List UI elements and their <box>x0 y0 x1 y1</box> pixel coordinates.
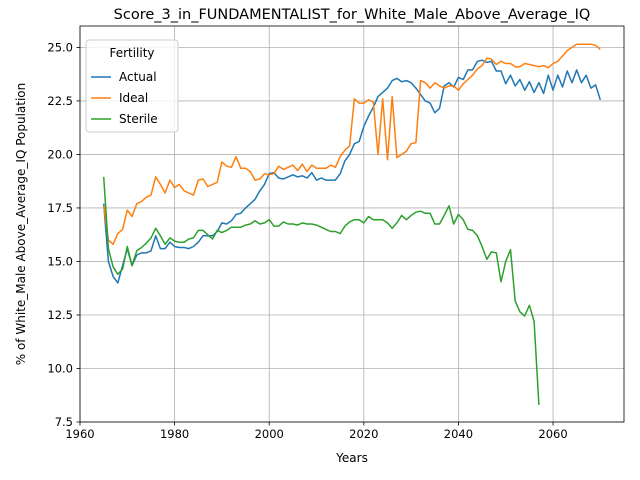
legend-label-actual: Actual <box>119 70 157 84</box>
legend-label-sterile: Sterile <box>119 112 158 126</box>
legend-box <box>85 39 179 133</box>
y-tick-label: 22.5 <box>47 94 73 108</box>
y-tick-label: 20.0 <box>47 147 73 161</box>
series-line-sterile <box>102 176 540 405</box>
x-tick-label: 2000 <box>255 427 284 441</box>
series-line-actual <box>102 59 602 284</box>
legend: Fertility Actual Ideal Sterile <box>85 39 179 133</box>
gridlines <box>79 26 624 423</box>
x-tick-label: 2020 <box>349 427 378 441</box>
y-tick-label: 12.5 <box>47 308 73 322</box>
x-tick-label: 2060 <box>538 427 567 441</box>
plot-frame <box>79 25 625 423</box>
y-axis-ticks: 7.5 10.0 12.5 15.0 17.5 20.0 22.5 25.0 <box>47 40 80 429</box>
y-axis-label: % of White_Male Above_Average_IQ Populat… <box>14 83 28 366</box>
x-tick-label: 1980 <box>160 427 189 441</box>
x-tick-label: 2040 <box>444 427 473 441</box>
y-tick-label: 15.0 <box>47 254 73 268</box>
y-tick-label: 17.5 <box>47 201 73 215</box>
y-tick-label: 7.5 <box>55 415 73 429</box>
legend-title: Fertility <box>109 46 154 60</box>
chart-title: Score_3_in_FUNDAMENTALIST_for_White_Male… <box>114 7 591 23</box>
x-axis-label: Years <box>335 451 368 465</box>
series-lines <box>102 43 602 405</box>
y-tick-label: 10.0 <box>47 361 73 375</box>
y-tick-label: 25.0 <box>47 40 73 54</box>
x-axis-ticks: 1960 1980 2000 2020 2040 2060 <box>65 422 568 441</box>
x-tick-label: 1960 <box>65 427 94 441</box>
series-line-ideal <box>102 43 601 246</box>
legend-label-ideal: Ideal <box>119 91 148 105</box>
